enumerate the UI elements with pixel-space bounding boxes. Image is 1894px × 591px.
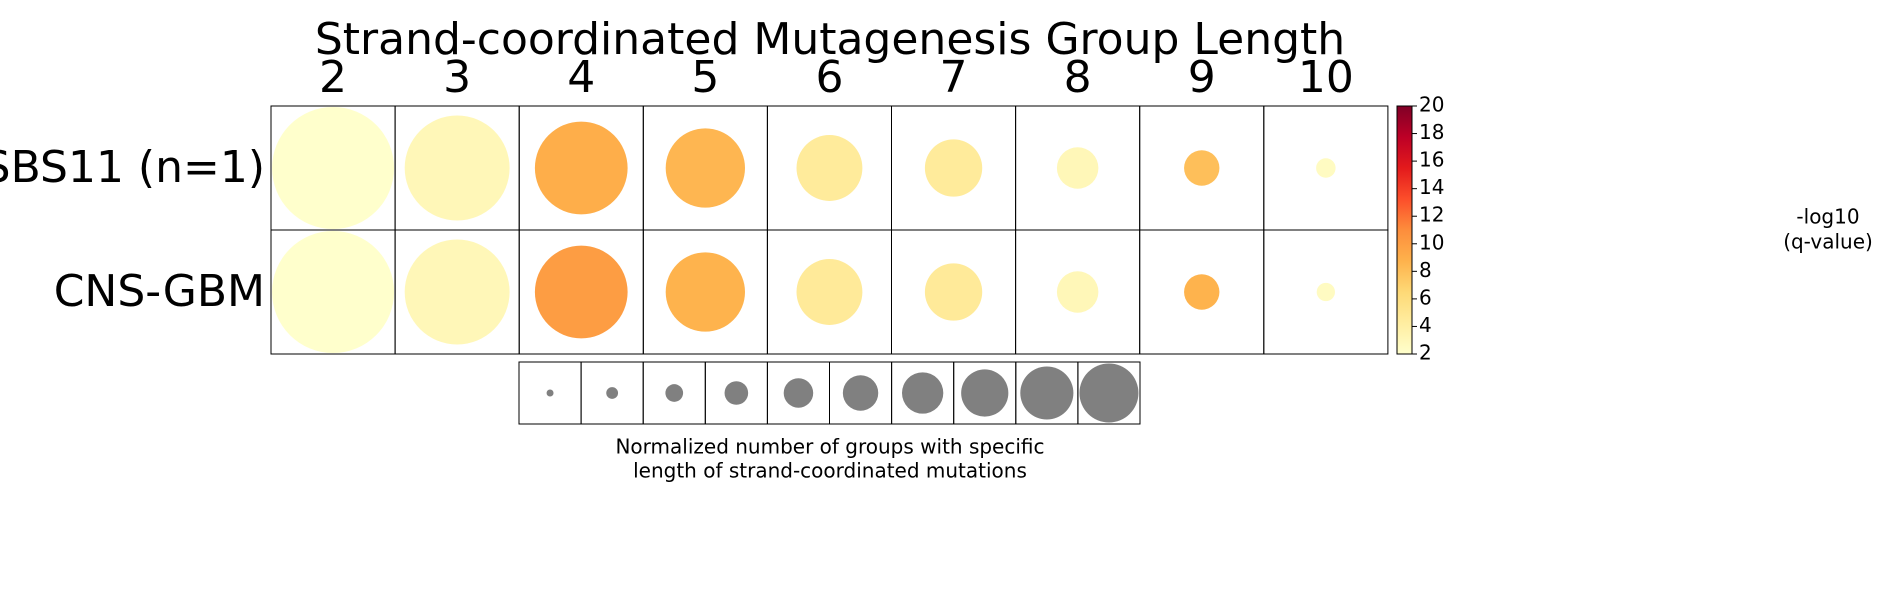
bubble [924, 139, 983, 197]
size-legend-label: Normalized number of groups with specifi… [615, 435, 1044, 459]
colorbar-label: -log10 [1796, 205, 1859, 229]
colorbar-tick-label: 8 [1419, 258, 1432, 282]
colorbar-tick-label: 10 [1419, 230, 1444, 254]
bubble [796, 259, 863, 325]
colorbar-tick-label: 12 [1419, 203, 1444, 227]
legend-bubble [546, 389, 554, 397]
column-label: 2 [319, 52, 347, 103]
column-label: 6 [815, 52, 843, 103]
column-label: 4 [567, 52, 595, 103]
bubble [1316, 282, 1335, 302]
column-label: 7 [940, 52, 968, 103]
column-label: 9 [1188, 52, 1216, 103]
legend-cell [1077, 361, 1141, 425]
bubble [924, 263, 983, 321]
bubble [534, 245, 628, 339]
bubble [404, 239, 510, 345]
colorbar-tick-label: 4 [1419, 313, 1432, 337]
row-label: SBS11 (n=1) [0, 142, 265, 193]
chart-title: Strand-coordinated Mutagenesis Group Len… [315, 14, 1345, 65]
colorbar-tick-label: 14 [1419, 175, 1444, 199]
colorbar-tick-label: 6 [1419, 285, 1432, 309]
colorbar-tick-label: 2 [1419, 341, 1432, 365]
bubble [272, 231, 395, 353]
colorbar-tick-label: 18 [1419, 120, 1444, 144]
column-label: 10 [1298, 52, 1354, 103]
bubble [665, 252, 745, 332]
legend-bubble [665, 384, 684, 402]
bubble [1316, 158, 1336, 178]
legend-bubble [961, 369, 1009, 417]
bubble [1056, 147, 1099, 189]
row-label: CNS-GBM [54, 266, 265, 317]
legend-bubble [842, 375, 879, 411]
legend-bubble [1020, 366, 1074, 420]
legend-bubble [724, 381, 749, 405]
colorbar-label: (q-value) [1783, 230, 1873, 254]
bubble [272, 107, 395, 229]
bubble [665, 128, 745, 208]
bubble [534, 121, 628, 215]
colorbar-tick-label: 16 [1419, 148, 1444, 172]
bubble [404, 115, 510, 221]
bubble [1056, 271, 1099, 313]
legend-bubble [902, 372, 944, 414]
bubble [1184, 150, 1220, 186]
grid-cell [1263, 229, 1389, 355]
bubble [796, 135, 863, 201]
legend-bubble [1079, 363, 1139, 423]
column-label: 8 [1064, 52, 1092, 103]
colorbar-tick-label: 20 [1419, 93, 1444, 117]
legend-bubble [606, 387, 619, 399]
legend-bubble [783, 378, 814, 408]
column-label: 5 [691, 52, 719, 103]
bubble [1184, 274, 1220, 310]
colorbar [1396, 105, 1413, 355]
column-label: 3 [443, 52, 471, 103]
size-legend-label: length of strand-coordinated mutations [633, 459, 1027, 483]
